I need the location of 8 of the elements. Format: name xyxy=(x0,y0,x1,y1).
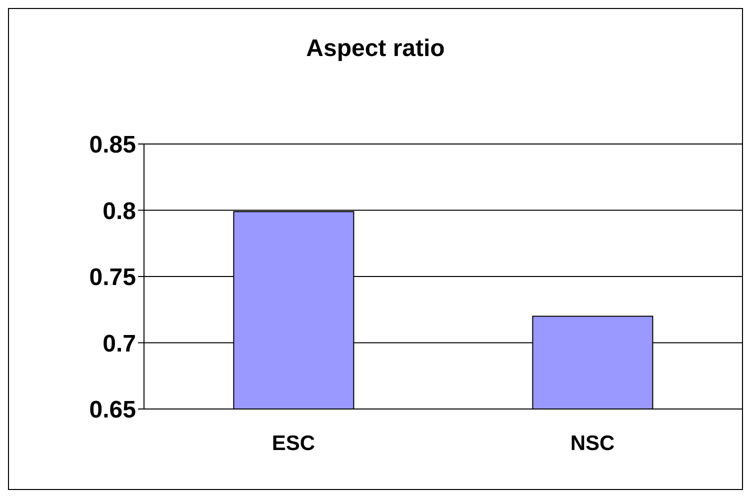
y-tick-label: 0.85 xyxy=(89,132,136,159)
x-tick-label: ESC xyxy=(272,432,316,455)
chart-title: Aspect ratio xyxy=(306,35,445,63)
y-tick-label: 0.75 xyxy=(89,264,136,292)
y-tick-label: 0.7 xyxy=(102,330,136,358)
y-tick-label: 0.8 xyxy=(102,198,136,225)
x-tick-label: NSC xyxy=(570,432,615,455)
y-tick-label: 0.65 xyxy=(89,396,136,424)
